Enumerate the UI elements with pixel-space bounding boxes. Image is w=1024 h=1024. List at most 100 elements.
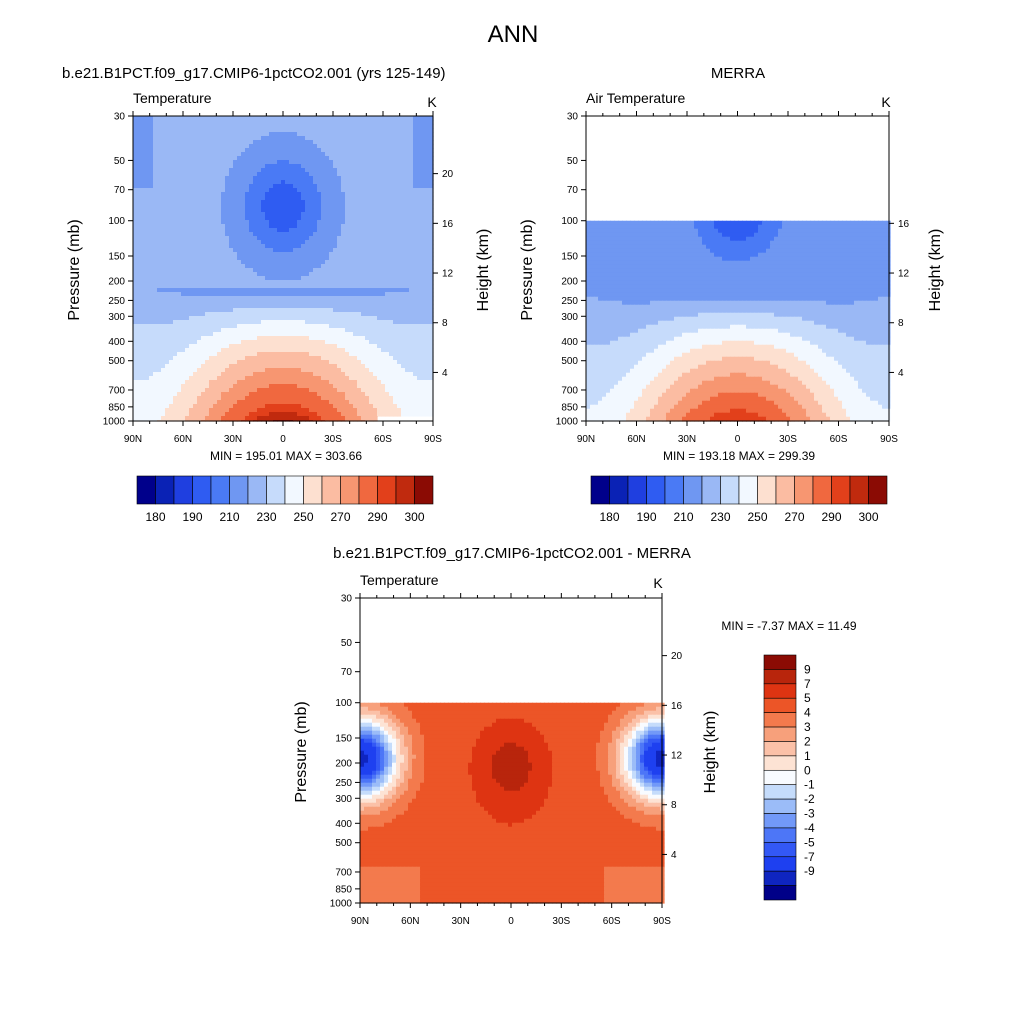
- contour-cell: [221, 268, 226, 273]
- contour-cell: [261, 240, 266, 245]
- contour-cell: [373, 124, 378, 129]
- contour-cell: [209, 368, 214, 373]
- contour-cell: [141, 176, 146, 181]
- contour-cell: [245, 240, 250, 245]
- contour-cell: [261, 272, 266, 277]
- contour-cell: [361, 184, 366, 189]
- contour-cell: [209, 284, 214, 289]
- contour-cell: [313, 316, 318, 321]
- contour-cell: [337, 252, 342, 257]
- contour-cell: [205, 176, 210, 181]
- contour-cell: [349, 236, 354, 241]
- contour-cell: [237, 312, 242, 317]
- contour-cell: [181, 372, 186, 377]
- contour-cell: [185, 356, 190, 361]
- contour-cell: [213, 180, 218, 185]
- contour-cell: [149, 324, 154, 329]
- contour-cell: [409, 192, 414, 197]
- contour-cell: [273, 116, 278, 121]
- contour-cell: [317, 192, 322, 197]
- contour-cell: [329, 204, 334, 209]
- contour-cell: [393, 296, 398, 301]
- contour-cell: [369, 244, 374, 249]
- contour-cell: [357, 220, 362, 225]
- contour-cell: [325, 368, 330, 373]
- contour-cell: [357, 156, 362, 161]
- contour-cell: [349, 244, 354, 249]
- contour-cell: [357, 184, 362, 189]
- contour-cell: [321, 376, 326, 381]
- contour-cell: [329, 176, 334, 181]
- contour-cell: [189, 164, 194, 169]
- contour-cell: [261, 180, 266, 185]
- contour-cell: [261, 120, 266, 125]
- contour-cell: [281, 212, 286, 217]
- contour-cell: [209, 132, 214, 137]
- contour-cell: [281, 140, 286, 145]
- contour-cell: [137, 204, 142, 209]
- contour-cell: [297, 124, 302, 129]
- contour-cell: [377, 268, 382, 273]
- contour-cell: [309, 220, 314, 225]
- contour-cell: [353, 252, 358, 257]
- contour-cell: [253, 320, 258, 325]
- contour-cell: [181, 212, 186, 217]
- contour-cell: [165, 348, 170, 353]
- contour-cell: [373, 244, 378, 249]
- contour-cell: [381, 116, 386, 121]
- contour-cell: [257, 132, 262, 137]
- contour-cell: [165, 280, 170, 285]
- contour-cell: [225, 240, 230, 245]
- contour-cell: [361, 204, 366, 209]
- contour-cell: [305, 184, 310, 189]
- contour-cell: [393, 324, 398, 329]
- contour-cell: [289, 124, 294, 129]
- contour-cell: [317, 296, 322, 301]
- contour-cell: [353, 144, 358, 149]
- contour-cell: [385, 240, 390, 245]
- contour-cell: [181, 248, 186, 253]
- contour-cell: [245, 256, 250, 261]
- contour-cell: [421, 360, 426, 365]
- contour-cell: [201, 360, 206, 365]
- contour-cell: [165, 168, 170, 173]
- contour-cell: [225, 292, 230, 297]
- contour-cell: [161, 260, 166, 265]
- contour-cell: [317, 232, 322, 237]
- contour-cell: [157, 168, 162, 173]
- contour-cell: [137, 172, 142, 177]
- contour-cell: [341, 220, 346, 225]
- contour-cell: [321, 328, 326, 333]
- contour-cell: [253, 300, 258, 305]
- contour-cell: [293, 280, 298, 285]
- contour-cell: [405, 168, 410, 173]
- contour-cell: [325, 216, 330, 221]
- contour-cell: [181, 240, 186, 245]
- contour-cell: [245, 324, 250, 329]
- contour-cell: [377, 256, 382, 261]
- contour-cell: [381, 300, 386, 305]
- contour-cell: [405, 144, 410, 149]
- contour-cell: [285, 120, 290, 125]
- contour-cell: [133, 284, 138, 289]
- contour-cell: [261, 220, 266, 225]
- contour-cell: [341, 260, 346, 265]
- contour-cell: [409, 364, 414, 369]
- contour-cell: [145, 360, 150, 365]
- contour-cell: [237, 196, 242, 201]
- contour-cell: [421, 316, 426, 321]
- contour-cell: [321, 168, 326, 173]
- contour-cell: [289, 224, 294, 229]
- contour-cell: [273, 148, 278, 153]
- contour-cell: [165, 356, 170, 361]
- contour-cell: [393, 344, 398, 349]
- contour-cell: [393, 252, 398, 257]
- contour-cell: [257, 292, 262, 297]
- contour-cell: [213, 208, 218, 213]
- contour-cell: [429, 216, 434, 221]
- contour-cell: [133, 120, 138, 125]
- contour-cell: [409, 292, 414, 297]
- contour-cell: [377, 192, 382, 197]
- contour-cell: [233, 140, 238, 145]
- contour-cell: [253, 192, 258, 197]
